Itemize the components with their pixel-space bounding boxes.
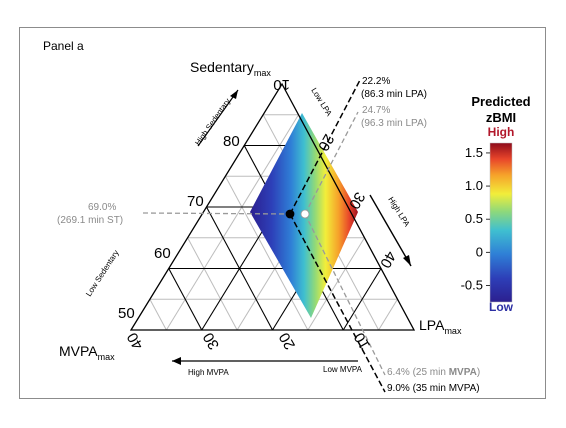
grid-line	[187, 237, 238, 331]
sed-annotation-2: (269.1 min ST)	[57, 215, 123, 226]
colorbar-ticks: 1.5 1.0 0.5 0 -0.5	[461, 145, 490, 292]
mvpa-tick-30: 30	[200, 329, 223, 352]
mvpa-axis-title: MVPAmax	[59, 343, 115, 362]
grid-line	[165, 114, 299, 331]
grid-line	[304, 111, 359, 215]
lpa-tick-30: 30	[345, 189, 368, 212]
sed-tick-70: 70	[187, 193, 204, 210]
colorbar-tick-label: -0.5	[461, 277, 483, 292]
reference-lines	[142, 79, 386, 393]
low-lpa-label: Low LPA	[309, 86, 334, 118]
lpa-gray-annotation-2: (96.3 min LPA)	[361, 118, 427, 129]
marker-white	[300, 209, 310, 219]
sed-annotation-1: 69.0%	[88, 202, 116, 213]
grid-line	[142, 212, 291, 215]
svg-text:Low LPA: Low LPA	[309, 86, 334, 118]
lpa-black-annotation-2: (86.3 min LPA)	[361, 89, 427, 100]
figure-frame	[19, 27, 546, 399]
grid-line	[224, 176, 309, 331]
grid-line	[168, 268, 203, 331]
grid-line	[378, 298, 398, 331]
markers	[285, 209, 310, 219]
colorbar-bar	[489, 142, 513, 303]
lpa-tick-40: 40	[376, 248, 399, 271]
svg-text:High MVPA: High MVPA	[188, 368, 229, 377]
lpa-tick-20: 20	[314, 131, 337, 154]
sed-tick-50: 50	[118, 305, 135, 322]
grid-line	[289, 213, 386, 393]
marker-black	[285, 209, 295, 219]
grid-line	[304, 213, 386, 376]
grid-line	[342, 268, 382, 331]
colorbar-title-1: Predicted	[471, 94, 530, 109]
lpa-gray-annotation-1: 24.7%	[362, 105, 390, 116]
colorbar-tick-label: 0.5	[465, 211, 483, 226]
svg-text:Low MVPA: Low MVPA	[323, 365, 363, 374]
lpa-black-annotation-1: 22.2%	[362, 76, 390, 87]
colorbar-high-label: High	[488, 125, 515, 139]
low-sedentary-arrow: Low Sedentary	[84, 248, 121, 298]
sed-tick-60: 60	[154, 245, 171, 262]
mvpa-black-annotation: 9.0% (35 min MVPA)	[387, 383, 480, 394]
grid-line	[307, 237, 365, 331]
lpa-axis-title: LPAmax	[419, 317, 462, 336]
sed-tick-80: 80	[223, 133, 240, 150]
colorbar-tick-label: 0	[476, 244, 483, 259]
svg-text:High LPA: High LPA	[386, 195, 412, 228]
panel-label: Panel a	[43, 39, 84, 53]
mvpa-tick-40: 40	[124, 329, 147, 352]
colorbar-low-label: Low	[489, 300, 514, 314]
mvpa-tick-20: 20	[276, 329, 299, 352]
colorbar-tick-label: 1.5	[465, 145, 483, 160]
mvpa-arrow: High MVPA Low MVPA	[172, 357, 363, 377]
sedentary-axis-title: Sedentarymax	[190, 59, 271, 78]
svg-text:Low Sedentary: Low Sedentary	[84, 248, 121, 298]
grid-line	[289, 79, 361, 215]
mvpa-tick-10: 10	[351, 329, 374, 352]
mvpa-gray-annotation: 6.4% (25 min MVPA)	[387, 367, 480, 378]
sed-tick-10: 10	[273, 76, 290, 93]
triangle-outline	[129, 82, 416, 331]
colorbar-title-2: zBMI	[486, 110, 516, 125]
colorbar-tick-label: 1.0	[465, 178, 483, 193]
grid-line	[149, 299, 167, 331]
